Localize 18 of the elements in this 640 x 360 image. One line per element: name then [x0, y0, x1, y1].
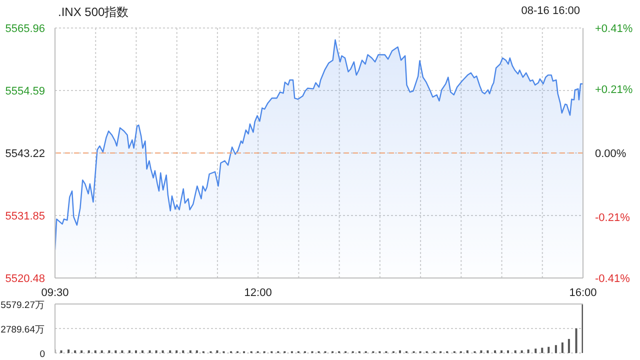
y-tick-label: 5543.22 — [5, 148, 45, 160]
y-tick-label: 0 — [40, 349, 45, 360]
x-tick-label: 16:00 — [569, 287, 597, 299]
chart-title: .INX 500指数 — [58, 4, 129, 21]
y2-tick-label: 0.00% — [595, 148, 626, 160]
y-tick-label: 5554.59 — [5, 86, 45, 98]
y-tick-label: 2789.64万 — [0, 324, 45, 336]
y2-tick-label: -0.21% — [595, 212, 630, 224]
y2-tick-label: +0.41% — [595, 23, 633, 35]
y2-tick-label: +0.21% — [595, 84, 633, 96]
y-tick-label: 5565.96 — [5, 23, 45, 35]
y-tick-label: 5579.27万 — [0, 300, 45, 311]
chart-subtitle: 08-16 16:00 — [521, 5, 580, 17]
x-tick-label: 09:30 — [41, 287, 69, 299]
y-tick-label: 5531.85 — [5, 210, 45, 222]
y-tick-label: 5520.48 — [5, 273, 45, 285]
y2-tick-label: -0.41% — [595, 273, 630, 285]
x-tick-label: 12:00 — [244, 287, 272, 299]
